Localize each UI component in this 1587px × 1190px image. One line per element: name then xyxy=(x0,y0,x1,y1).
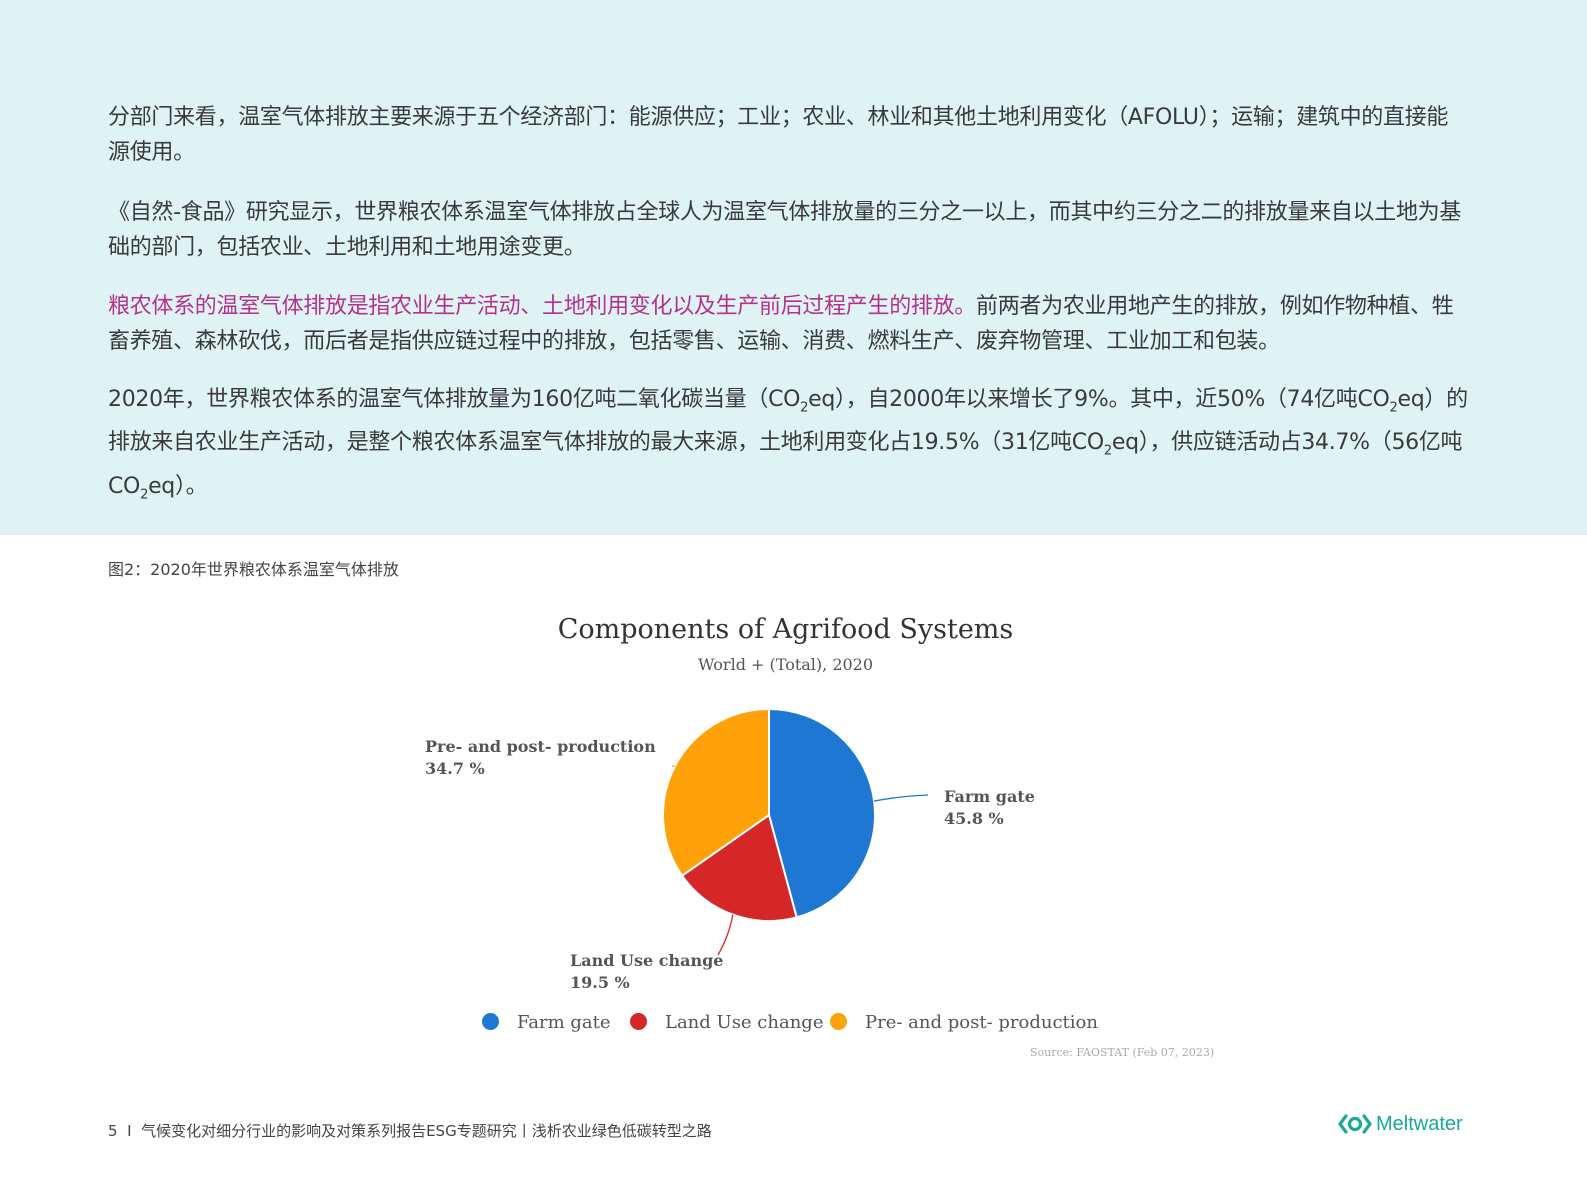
slice-pre-post-production[interactable] xyxy=(662,707,770,878)
emissions-text-2: eq），自2000年以来增长了9%。其中，近50%（74亿吨CO xyxy=(808,387,1390,412)
legend-dot xyxy=(482,1013,499,1030)
subscript: 2 xyxy=(800,400,809,416)
legend-item-farm-gate[interactable]: Farm gate xyxy=(482,1012,611,1033)
brand-name: Meltwater xyxy=(1376,1112,1463,1135)
leader-farm-gate xyxy=(873,794,929,802)
label-farm-gate: Farm gate 45.8 % xyxy=(944,787,1035,828)
paragraph-nature-food: 《自然-食品》研究显示，世界粮农体系温室气体排放占全球人为温室气体排放量的三分之… xyxy=(108,200,1462,260)
legend-dot xyxy=(830,1013,847,1030)
meltwater-logo-icon xyxy=(1338,1114,1372,1134)
subscript: 2 xyxy=(1389,400,1398,416)
legend-label: Farm gate xyxy=(517,1012,611,1033)
brand-logo: Meltwater xyxy=(1338,1110,1463,1138)
emissions-text-3: eq）的排放来自农业生产活动，是整个粮农体系温室气体排放的最大来源，土地利用变化… xyxy=(108,387,1468,456)
label-pre-post-production: Pre- and post- production 34.7 % xyxy=(425,737,656,778)
subscript: 2 xyxy=(1103,443,1112,459)
paragraph-sectors: 分部门来看，温室气体排放主要来源于五个经济部门：能源供应；工业；农业、林业和其他… xyxy=(108,105,1449,165)
legend-dot xyxy=(630,1013,647,1030)
chart-source: Source: FAOSTAT (Feb 07, 2023) xyxy=(1030,1046,1215,1059)
highlighted-definition: 粮农体系的温室气体排放是指农业生产活动、土地利用变化以及生产前后过程产生的排放。 xyxy=(108,294,977,319)
subscript: 2 xyxy=(140,487,149,503)
chart-subtitle: World + (Total), 2020 xyxy=(697,655,874,674)
definition-detail: 前两者为农业用地产生的排放，例如作物种植、牲畜养殖、森林砍伐，而后者是指供应链过… xyxy=(108,294,1454,354)
paragraph-2020-emissions: 2020年，世界粮农体系的温室气体排放量为160亿吨二氧化碳当量（CO2eq），… xyxy=(108,382,1468,512)
emissions-text-1: 2020年，世界粮农体系的温室气体排放量为160亿吨二氧化碳当量（CO xyxy=(108,387,801,412)
paragraph-agrifood-definition: 粮农体系的温室气体排放是指农业生产活动、土地利用变化以及生产前后过程产生的排放。… xyxy=(108,289,1468,359)
legend-item-land-use-change[interactable]: Land Use change xyxy=(630,1012,823,1033)
legend-label: Pre- and post- production xyxy=(865,1012,1098,1033)
slice-land-use-change[interactable] xyxy=(680,813,798,922)
legend-label: Land Use change xyxy=(665,1012,824,1033)
slice-farm-gate[interactable] xyxy=(768,707,876,919)
report-title: 气候变化对细分行业的影响及对策系列报告ESG专题研究丨浅析农业绿色低碳转型之路 xyxy=(141,1122,712,1140)
leader-land-use-change xyxy=(717,914,734,956)
page-footer: 5 I 气候变化对细分行业的影响及对策系列报告ESG专题研究丨浅析农业绿色低碳转… xyxy=(108,1120,712,1141)
emissions-text-4: eq），供应链活动占34.7%（56亿吨CO xyxy=(108,430,1463,499)
emissions-text-5: eq）。 xyxy=(148,473,208,499)
intro-panel xyxy=(0,0,1587,535)
label-land-use-change: Land Use change 19.5 % xyxy=(570,951,724,992)
chart-title: Components of Agrifood Systems xyxy=(557,614,1014,645)
figure-caption: 图2：2020年世界粮农体系温室气体排放 xyxy=(108,560,399,579)
page-number: 5 xyxy=(108,1122,118,1140)
footer-separator: I xyxy=(127,1122,132,1140)
legend-item-pre-post-production[interactable]: Pre- and post- production xyxy=(830,1012,1098,1033)
